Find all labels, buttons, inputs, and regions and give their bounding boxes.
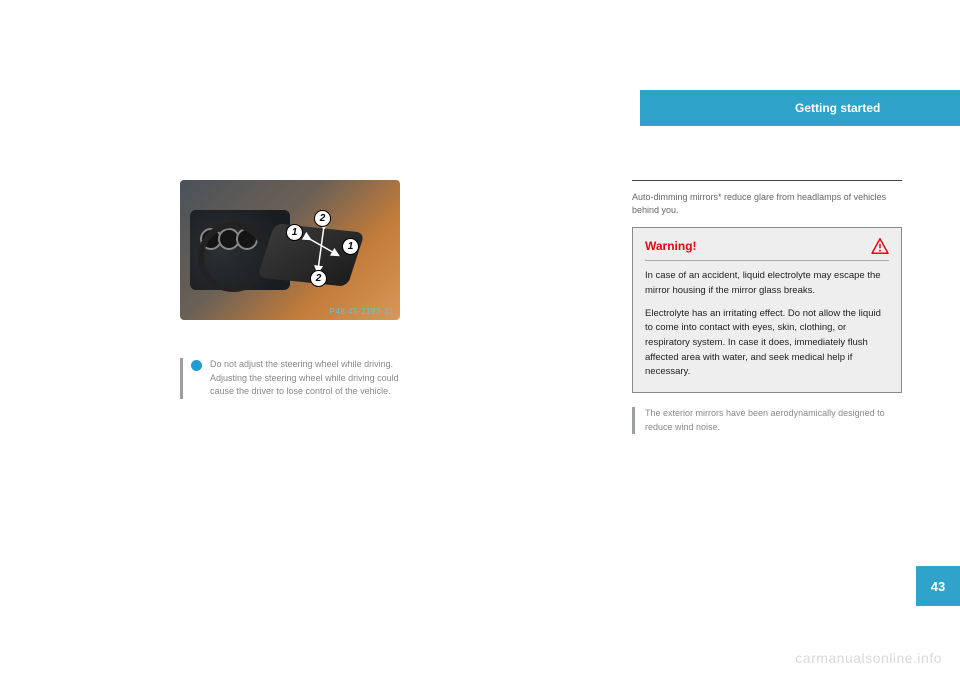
manual-page: Getting started 1 2 1 2 P48.45-2193-31 D… xyxy=(0,0,960,678)
steering-column-figure: 1 2 1 2 P48.45-2193-31 xyxy=(180,180,400,320)
figure-reference-code: P48.45-2193-31 xyxy=(330,307,394,316)
warning-title: Warning! xyxy=(645,239,697,253)
intro-paragraph: Auto-dimming mirrors* reduce glare from … xyxy=(632,191,902,217)
warning-box: Warning! In case of an accident, liquid … xyxy=(632,227,902,393)
divider xyxy=(632,180,902,181)
info-sidebar-rule xyxy=(180,358,183,399)
bottom-note: The exterior mirrors have been aerodynam… xyxy=(632,407,902,434)
warning-header: Warning! xyxy=(645,238,889,261)
figure-callout-1: 1 xyxy=(342,238,359,255)
note-sidebar-rule xyxy=(632,407,635,434)
info-note: Do not adjust the steering wheel while d… xyxy=(180,358,420,399)
left-column: 1 2 1 2 P48.45-2193-31 Do not adjust the… xyxy=(180,180,420,399)
warning-paragraph: In case of an accident, liquid electroly… xyxy=(645,269,889,298)
page-number: 43 xyxy=(931,579,945,594)
figure-callout-2: 2 xyxy=(314,210,331,227)
warning-paragraph: Electrolyte has an irritating effect. Do… xyxy=(645,307,889,381)
figure-callout-1: 1 xyxy=(286,224,303,241)
page-number-tab: 43 xyxy=(916,566,960,606)
figure-callout-2: 2 xyxy=(310,270,327,287)
note-text: The exterior mirrors have been aerodynam… xyxy=(645,407,902,434)
section-header-band: Getting started xyxy=(640,90,960,126)
right-column: Auto-dimming mirrors* reduce glare from … xyxy=(632,180,902,434)
section-title: Getting started xyxy=(795,101,880,115)
info-bullet-icon xyxy=(191,360,202,371)
warning-body: In case of an accident, liquid electroly… xyxy=(645,269,889,380)
watermark: carmanualsonline.info xyxy=(795,650,942,666)
info-text: Do not adjust the steering wheel while d… xyxy=(210,358,420,399)
warning-triangle-icon xyxy=(871,238,889,254)
